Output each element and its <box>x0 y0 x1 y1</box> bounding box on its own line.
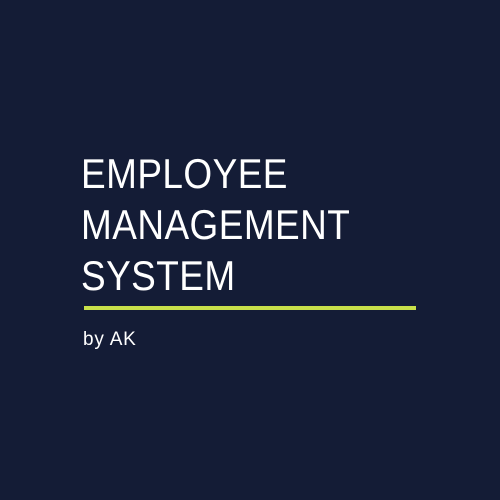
author-byline: by AK <box>83 329 137 350</box>
accent-divider <box>84 306 416 310</box>
app-title: EMPLOYEE MANAGEMENT SYSTEM <box>81 148 421 301</box>
title-line-3: SYSTEM <box>81 252 236 299</box>
title-line-2: MANAGEMENT <box>81 201 351 248</box>
title-line-1: EMPLOYEE <box>81 150 288 197</box>
